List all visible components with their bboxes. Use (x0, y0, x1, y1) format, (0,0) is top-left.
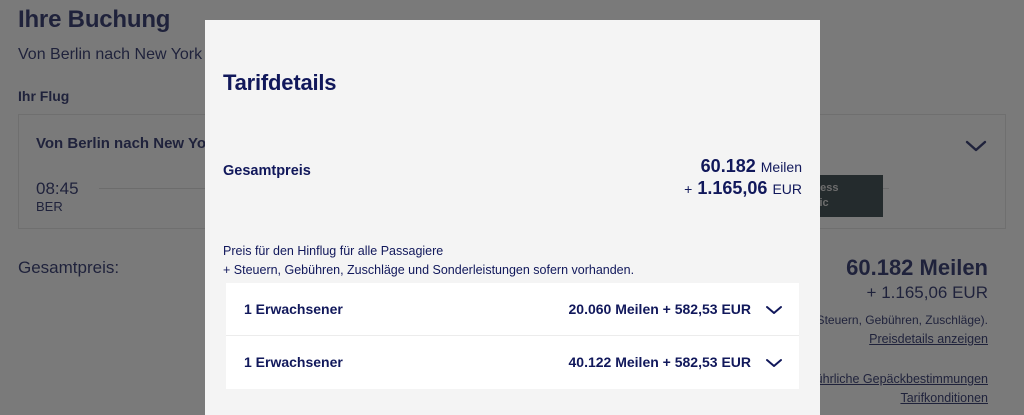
price-disclaimer: Preis für den Hinflug für alle Passagier… (223, 242, 634, 281)
total-price-miles-line: 60.182 Meilen (684, 156, 802, 177)
total-price-eur-unit: EUR (772, 181, 802, 197)
chevron-down-icon[interactable] (765, 304, 783, 316)
passenger-row[interactable]: 1 Erwachsener 40.122 Meilen + 582,53 EUR (226, 336, 799, 389)
total-price-value: 60.182 Meilen + 1.165,06 EUR (684, 156, 802, 199)
passenger-price: 40.122 Meilen + 582,53 EUR (568, 354, 752, 370)
passenger-label: 1 Erwachsener (244, 301, 343, 317)
passenger-label: 1 Erwachsener (244, 354, 343, 370)
chevron-down-icon[interactable] (765, 357, 783, 369)
modal-title: Tarifdetails (223, 70, 337, 95)
passenger-row[interactable]: 1 Erwachsener 20.060 Meilen + 582,53 EUR (226, 283, 799, 336)
passenger-price: 20.060 Meilen + 582,53 EUR (568, 301, 752, 317)
price-disclaimer-line2: + Steuern, Gebühren, Zuschläge und Sonde… (223, 263, 635, 278)
total-price-eur-plus: + (684, 181, 693, 197)
total-price-eur-line: + 1.165,06 EUR (684, 178, 802, 199)
total-price-miles-unit: Meilen (760, 159, 802, 175)
price-disclaimer-line1: Preis für den Hinflug für alle Passagier… (223, 244, 444, 258)
total-price-row: Gesamtpreis 60.182 Meilen + 1.165,06 EUR (223, 140, 802, 198)
total-price-miles-value: 60.182 (700, 156, 756, 176)
passenger-breakdown-card: 1 Erwachsener 20.060 Meilen + 582,53 EUR… (226, 283, 799, 389)
total-price-label: Gesamtpreis (223, 163, 311, 179)
total-price-summary: Gesamtpreis 60.182 Meilen + 1.165,06 EUR (205, 140, 820, 198)
total-price-eur-value: 1.165,06 (697, 178, 768, 198)
